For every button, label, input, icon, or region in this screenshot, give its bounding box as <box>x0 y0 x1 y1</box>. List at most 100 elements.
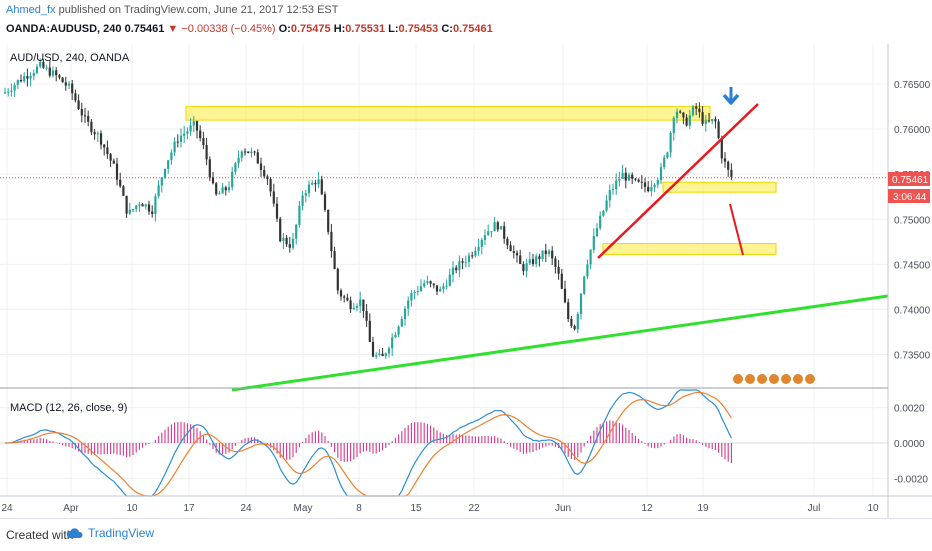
candle <box>595 223 599 238</box>
tradingview-brand: TradingView <box>88 526 155 540</box>
candle <box>611 183 615 195</box>
candle <box>304 189 307 203</box>
candle <box>384 352 387 359</box>
support-zone[interactable] <box>185 106 711 121</box>
candle <box>327 209 330 235</box>
chart-area[interactable]: 0.765000.760000.755000.750000.745000.740… <box>0 44 932 518</box>
candle <box>531 253 535 267</box>
candle <box>519 249 522 265</box>
created-with: Created with <box>6 528 74 542</box>
candle <box>429 280 432 288</box>
author-link[interactable]: Ahmed_fx <box>6 4 56 16</box>
candle <box>541 250 544 262</box>
down-arrow-icon <box>722 87 740 105</box>
candle <box>234 161 237 175</box>
candle <box>499 226 503 230</box>
price-tick-label: 0.76500 <box>894 80 931 91</box>
red-projection-line[interactable] <box>729 203 744 256</box>
candle <box>621 164 624 180</box>
candle <box>215 181 218 196</box>
candle <box>675 108 679 124</box>
candle <box>195 120 199 139</box>
candle <box>58 74 61 80</box>
candle <box>685 114 688 127</box>
candle <box>570 316 573 328</box>
candle <box>397 325 400 338</box>
candle <box>103 143 106 156</box>
close-label: C: <box>441 23 453 35</box>
candle <box>295 223 298 245</box>
candle <box>186 127 189 140</box>
candle <box>493 216 496 232</box>
candle <box>32 69 35 81</box>
time-tick-label: Jun <box>555 503 571 514</box>
low-label: L: <box>388 23 399 35</box>
candle <box>506 236 509 250</box>
open-label: O: <box>278 23 291 35</box>
candle <box>83 107 87 123</box>
candle <box>624 167 627 189</box>
candle <box>67 80 71 90</box>
close-value: 0.75461 <box>452 23 493 35</box>
candle <box>29 72 32 87</box>
axes: 0.765000.760000.755000.750000.745000.740… <box>0 44 932 518</box>
events-icon[interactable] <box>733 374 815 384</box>
time-tick-label: 24 <box>240 503 252 514</box>
price-tick-label: 0.75000 <box>894 215 931 226</box>
candle <box>275 197 279 222</box>
candle <box>371 336 375 358</box>
candle <box>717 119 720 140</box>
candle <box>563 280 567 304</box>
candle <box>183 125 186 143</box>
candle <box>253 150 256 156</box>
price-chart[interactable]: 0.765000.760000.755000.750000.745000.740… <box>0 44 932 518</box>
candle <box>189 118 192 136</box>
support-zone[interactable] <box>662 181 777 193</box>
candle <box>471 251 474 259</box>
candle <box>730 163 733 181</box>
cloud-icon <box>66 528 83 538</box>
candle <box>55 67 58 82</box>
candle <box>672 116 675 141</box>
tradingview-link[interactable]: TradingView <box>66 526 154 540</box>
candle <box>487 224 490 236</box>
candle <box>573 324 576 331</box>
candle <box>224 185 227 196</box>
candle <box>243 148 247 156</box>
time-tick-label: 22 <box>468 503 480 514</box>
candle <box>458 255 461 278</box>
countdown-tag-text: 3:06:44 <box>893 192 927 203</box>
support-zone[interactable] <box>602 243 777 255</box>
candle <box>35 64 39 75</box>
candle <box>605 195 608 213</box>
candle <box>666 151 669 160</box>
green-trendline-path[interactable] <box>231 294 889 392</box>
red-trendline[interactable] <box>597 103 759 259</box>
candle <box>503 221 506 244</box>
candle <box>157 180 160 199</box>
candle <box>247 151 250 154</box>
candle <box>231 167 234 191</box>
price-tag: 0.75461 <box>888 172 930 186</box>
candle <box>528 251 531 266</box>
candle <box>48 60 51 78</box>
candle <box>272 183 275 207</box>
red-trendlines <box>597 103 759 259</box>
candle <box>64 76 67 91</box>
candle <box>170 149 173 165</box>
time-tick-label: 12 <box>641 503 653 514</box>
candle <box>618 171 621 187</box>
open-value: 0.75475 <box>290 23 331 35</box>
candle <box>477 238 480 256</box>
price-tick-label: 0.73500 <box>894 350 931 361</box>
candle <box>707 112 711 123</box>
candle <box>314 179 317 192</box>
publish-info: published on TradingView.com, June 21, 2… <box>58 4 339 16</box>
candle <box>704 115 707 132</box>
candle <box>90 119 93 135</box>
candle <box>599 211 602 231</box>
candle <box>26 68 29 87</box>
candle <box>432 283 435 289</box>
candle <box>45 64 48 71</box>
candle <box>333 246 336 270</box>
